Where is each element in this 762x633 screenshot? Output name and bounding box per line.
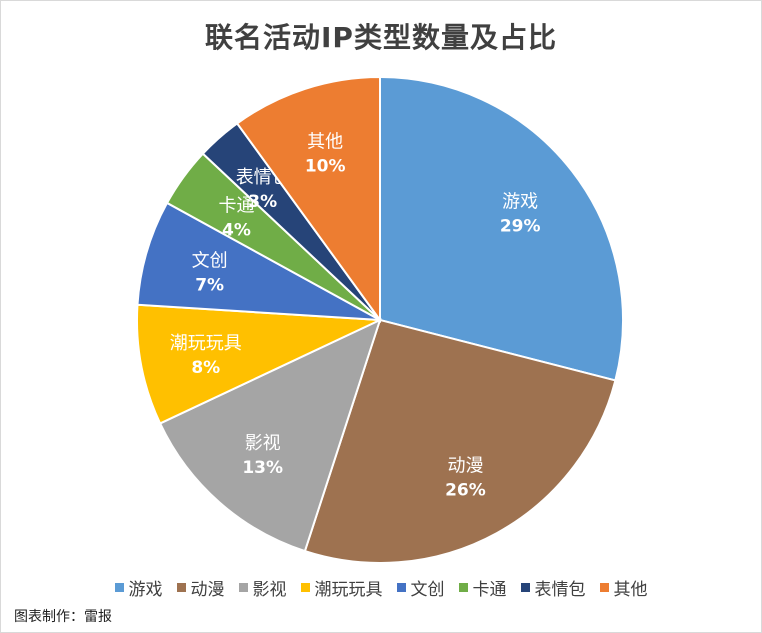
pie-slice-4 (136, 201, 381, 321)
legend-label: 游戏 (128, 580, 163, 600)
legend-item: 影视 (238, 575, 287, 600)
legend-item: 表情包 (520, 575, 586, 600)
slice-label-name: 其他 (307, 131, 343, 152)
slice-label-percent: 4% (222, 221, 251, 241)
slice-label-name: 动漫 (447, 455, 483, 476)
legend-label: 表情包 (534, 580, 586, 600)
slice-label-name: 卡通 (218, 196, 254, 217)
legend-label: 文创 (410, 580, 445, 600)
legend-label: 动漫 (190, 580, 225, 600)
slice-label-name: 文创 (192, 251, 228, 272)
pie-slice-7 (235, 75, 381, 324)
pie-slice-2 (158, 318, 382, 553)
legend-item: 其他 (599, 575, 648, 600)
slice-label-percent: 10% (305, 156, 346, 176)
legend-swatch (520, 583, 530, 592)
slice-label-percent: 26% (445, 480, 486, 500)
legend-item: 潮玩玩具 (300, 575, 383, 600)
legend-item: 动漫 (176, 575, 225, 600)
slice-label-percent: 3% (248, 192, 277, 212)
pie-slice-3 (136, 303, 381, 425)
slice-label-percent: 29% (500, 216, 541, 236)
legend-swatch (396, 583, 406, 592)
legend-swatch (114, 583, 124, 592)
legend-swatch (458, 583, 468, 592)
legend-swatch (599, 583, 609, 592)
legend-label: 影视 (252, 580, 287, 600)
slice-label-percent: 7% (195, 276, 224, 296)
slice-label-name: 潮玩玩具 (170, 333, 242, 354)
pie-slice-0 (379, 75, 624, 382)
legend-swatch (300, 583, 310, 592)
legend-swatch (176, 583, 186, 592)
legend-label: 潮玩玩具 (314, 580, 383, 600)
legend-item: 文创 (396, 575, 445, 600)
chart-legend: 游戏 动漫 影视 潮玩玩具 文创 卡通 表情包 其他 (0, 575, 762, 600)
chart-credit: 图表制作：雷报 (14, 609, 112, 625)
chart-title: 联名活动IP类型数量及占比 (205, 21, 557, 54)
legend-item: 卡通 (458, 575, 507, 600)
slice-label-name: 影视 (245, 433, 281, 454)
pie-slice-1 (303, 318, 617, 564)
slice-label-percent: 8% (191, 358, 220, 378)
legend-swatch (238, 583, 248, 592)
slice-label-percent: 13% (242, 458, 283, 478)
slice-label-name: 游戏 (502, 191, 538, 212)
legend-label: 其他 (613, 580, 648, 600)
legend-label: 卡通 (472, 580, 507, 600)
legend-item: 游戏 (114, 575, 163, 600)
